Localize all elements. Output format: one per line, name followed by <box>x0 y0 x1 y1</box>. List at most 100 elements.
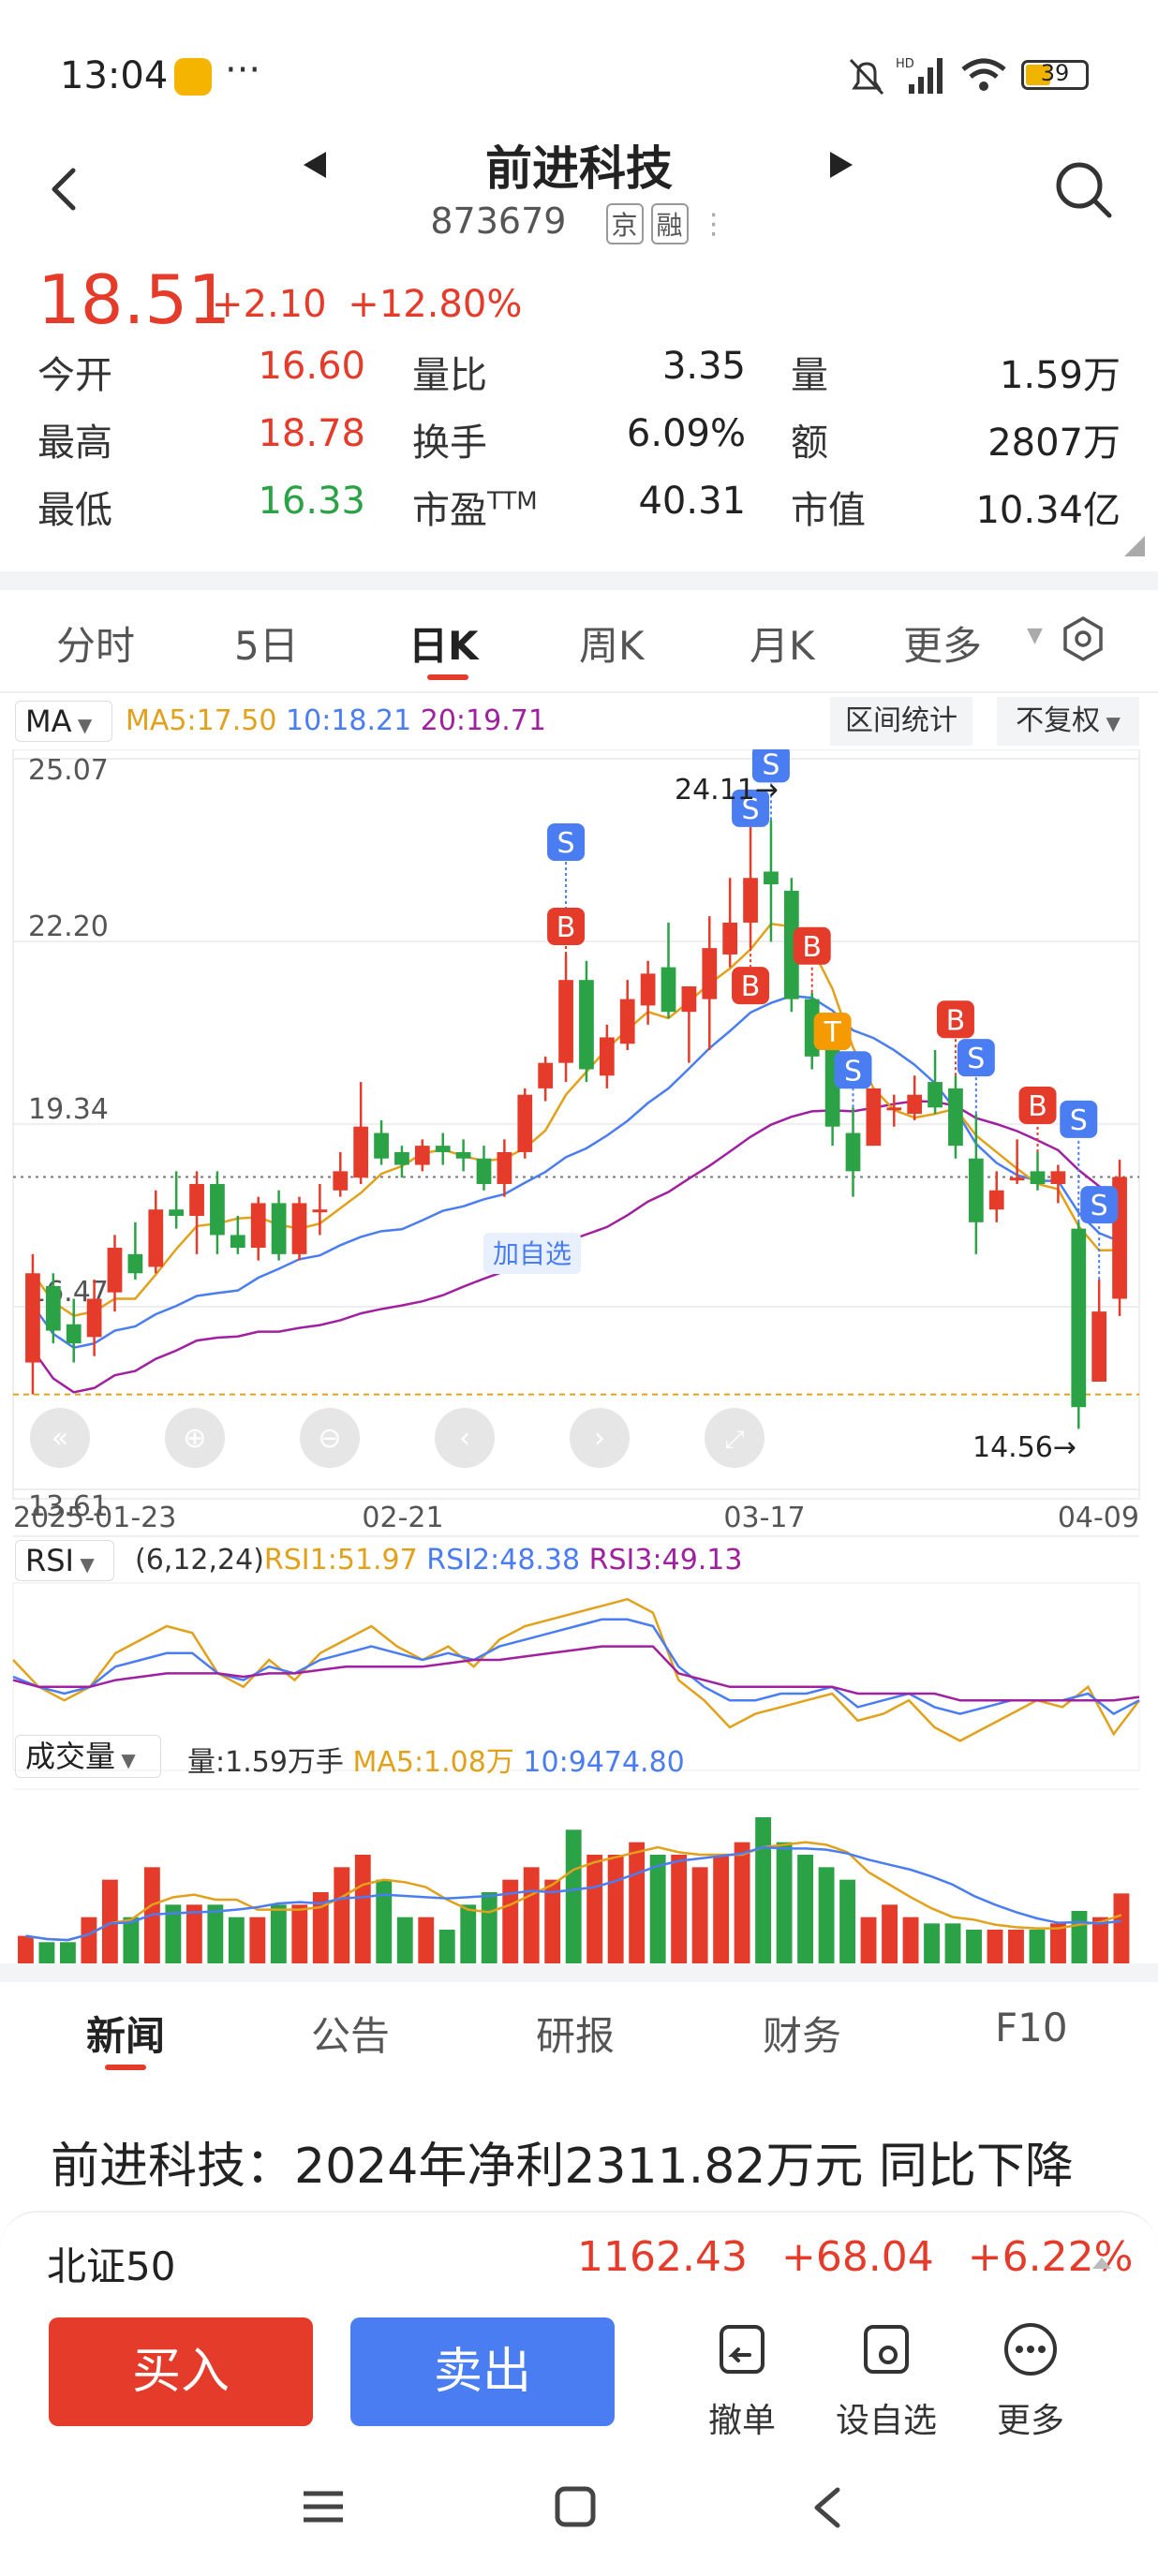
more-tags-icon[interactable]: ⋮ <box>699 208 728 241</box>
volume-bar <box>165 1904 182 1967</box>
rsi-selector[interactable]: RSI ▼ <box>15 1540 114 1581</box>
adjust-button[interactable]: 不复权 ▼ <box>997 697 1139 746</box>
volume-bar <box>671 1855 688 1967</box>
tab-2[interactable]: 日K <box>408 623 479 669</box>
candle-body <box>538 1062 554 1088</box>
volume-bar <box>691 1867 708 1967</box>
candle-body <box>661 967 676 1013</box>
volume-bar <box>334 1867 350 1967</box>
index-bar[interactable]: 北证50 1162.43 +68.04 +6.22% <box>0 2211 1158 2314</box>
volume-bar <box>18 1935 34 1967</box>
volume-bar <box>944 1923 961 1967</box>
volume-bar <box>438 1930 455 1967</box>
rsi-line-3 <box>12 1645 1140 1702</box>
divider <box>0 1963 1158 1982</box>
candle-body <box>107 1248 123 1293</box>
expand-corner-icon[interactable] <box>1124 536 1145 556</box>
chart-settings-icon[interactable] <box>1059 614 1107 663</box>
price-change-pct: +12.80% <box>348 283 523 326</box>
cancel-order-button[interactable]: 撤单 <box>676 2321 808 2442</box>
candle-body <box>455 1151 471 1159</box>
menu-icon[interactable] <box>302 2488 345 2525</box>
nav-back-icon[interactable] <box>809 2486 843 2529</box>
scroll-right-glyph: › <box>594 1422 605 1455</box>
candle-body <box>722 922 738 955</box>
low-label: 14.56→ <box>972 1431 1076 1464</box>
price-change-value: +2.10 <box>212 283 327 326</box>
search-icon[interactable] <box>1053 159 1113 219</box>
quote-row: 最高 18.78 换手 6.09% 额 2807万 <box>37 412 1124 480</box>
quote-value: 16.60 <box>258 345 365 388</box>
quote-row: 最低 16.33 市盈TTM 40.31 市值 10.34亿 <box>37 480 1124 547</box>
candle-body <box>886 1107 902 1111</box>
margin-tag: 融 <box>650 202 689 244</box>
range-stats-button[interactable]: 区间统计 <box>830 697 972 746</box>
candle-body <box>230 1235 245 1249</box>
marker-s-letter: S <box>967 1043 985 1075</box>
quote-label: 换手 <box>412 422 487 465</box>
marker-s-letter: S <box>1091 1190 1108 1222</box>
back-arrow-icon[interactable] <box>37 161 94 217</box>
candle-body <box>968 1158 984 1222</box>
volume-bar <box>460 1904 477 1967</box>
x-tick-label: 02-21 <box>362 1502 443 1534</box>
marker-b-badge <box>547 907 586 945</box>
add-watch-button[interactable]: 设自选 <box>821 2321 952 2442</box>
quote-label-sup: TTM <box>487 487 538 516</box>
price-change: +2.10 +12.80% <box>212 283 522 326</box>
marker-b-letter: B <box>557 911 576 944</box>
more-dropdown-icon[interactable]: ▼ <box>1027 624 1043 647</box>
rsi-line-1 <box>12 1597 1140 1742</box>
quote-label: 量 <box>791 354 828 397</box>
info-tab-2[interactable]: 研报 <box>536 2013 616 2059</box>
ma-selector[interactable]: MA ▼ <box>15 701 112 742</box>
volume-bar <box>902 1917 919 1967</box>
tab-3[interactable]: 周K <box>579 623 645 669</box>
volume-selector[interactable]: 成交量 ▼ <box>15 1735 161 1778</box>
marker-s-badge <box>834 1051 872 1089</box>
candle-body <box>210 1183 225 1236</box>
tab-4[interactable]: 月K <box>750 623 815 669</box>
more-actions-button[interactable]: 更多 <box>965 2321 1096 2442</box>
volume-bar <box>123 1917 140 1967</box>
tab-underline <box>427 674 468 680</box>
candle-body <box>743 878 758 923</box>
marker-b-badge <box>793 926 831 965</box>
home-icon[interactable] <box>555 2486 596 2527</box>
info-tab-1[interactable]: 公告 <box>311 2013 391 2059</box>
marker-b-letter: B <box>1028 1090 1047 1123</box>
volume-bar <box>565 1829 582 1967</box>
marker-b-letter: B <box>741 970 761 1003</box>
volume-bar <box>59 1942 76 1967</box>
news-headline[interactable]: 前进科技：2024年净利2311.82万元 同比下降 <box>51 2139 1074 2195</box>
candle-body <box>764 871 779 885</box>
buy-button[interactable]: 买入 <box>49 2317 313 2426</box>
prev-stock-icon[interactable] <box>302 150 328 180</box>
expand-up-icon[interactable] <box>1091 2256 1113 2271</box>
volume-bar <box>1092 1917 1108 1967</box>
candle-body <box>579 980 594 1070</box>
tab-0[interactable]: 分时 <box>56 623 136 669</box>
zoom-back-glyph: « <box>52 1422 68 1455</box>
tab-1[interactable]: 5日 <box>234 623 299 669</box>
sell-button[interactable]: 卖出 <box>350 2317 615 2426</box>
quote-label: 最高 <box>37 422 112 465</box>
ma-values: MA5:17.50 10:18.21 20:19.71 <box>126 704 546 737</box>
info-tab-3[interactable]: 财务 <box>763 2013 842 2059</box>
x-tick-label: 03-17 <box>723 1502 805 1534</box>
marker-s-badge <box>751 749 790 783</box>
volume-values: 量:1.59万手 MA5:1.08万 10:9474.80 <box>187 1739 685 1780</box>
candle-body <box>312 1209 328 1213</box>
volume-bar <box>38 1942 55 1967</box>
marker-s-letter: S <box>557 827 575 860</box>
volume-bar <box>207 1904 224 1967</box>
zoom-out-glyph: ⊖ <box>318 1422 341 1455</box>
info-tab-0[interactable]: 新闻 <box>86 2013 166 2059</box>
info-tab-4[interactable]: F10 <box>995 2005 1068 2050</box>
tab-5[interactable]: 更多 <box>903 623 983 669</box>
next-stock-icon[interactable] <box>828 150 854 180</box>
x-tick-label: 04-09 <box>1058 1502 1139 1534</box>
chart-tabs-border <box>0 691 1158 693</box>
candle-body <box>66 1324 82 1344</box>
